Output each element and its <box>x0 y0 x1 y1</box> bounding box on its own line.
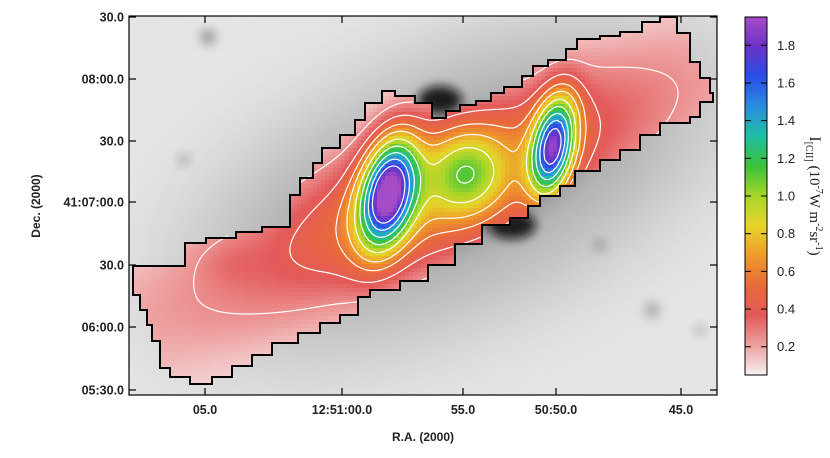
colorbar: 0.2 0.4 0.6 0.8 1.0 1.2 1.4 1.6 1.8 I[CII] (10-7… <box>745 17 824 375</box>
x-tick-label: 45.0 <box>669 403 693 417</box>
y-tick-label: 30.0 <box>100 259 124 273</box>
colorbar-tick-label: 0.8 <box>777 226 795 241</box>
colorbar-tick-label: 1.6 <box>777 75 795 90</box>
plot-area <box>88 0 813 453</box>
colorbar-tick-label: 1.2 <box>777 151 795 166</box>
colorbar-tick-label: 1.4 <box>777 113 795 128</box>
colorbar-tick-label: 1.8 <box>777 38 795 53</box>
y-axis-title: Dec. (2000) <box>29 174 43 237</box>
x-tick-label: 55.0 <box>451 403 475 417</box>
y-tick-label: 30.0 <box>100 135 124 149</box>
y-tick-label: 05:30.0 <box>82 384 124 398</box>
y-tick-label: 08:00.0 <box>82 73 124 87</box>
y-tick-label: 41:07:00.0 <box>64 196 125 210</box>
y-tick-label: 06:00.0 <box>82 321 124 335</box>
x-tick-label: 50:50.0 <box>535 403 577 417</box>
colorbar-title: I[CII] (10-7W m-2sr-1) <box>803 136 824 255</box>
colorbar-tick-label: 0.6 <box>777 264 795 279</box>
y-tick-label: 30.0 <box>100 11 124 25</box>
x-axis-title: R.A. (2000) <box>392 430 454 444</box>
colorbar-tick-label: 0.4 <box>777 302 795 317</box>
x-tick-label: 05.0 <box>193 403 217 417</box>
colorbar-tick-label: 1.0 <box>777 189 795 204</box>
x-tick-label: 12:51:00.0 <box>312 403 373 417</box>
colorbar-tick-label: 0.2 <box>777 339 795 354</box>
